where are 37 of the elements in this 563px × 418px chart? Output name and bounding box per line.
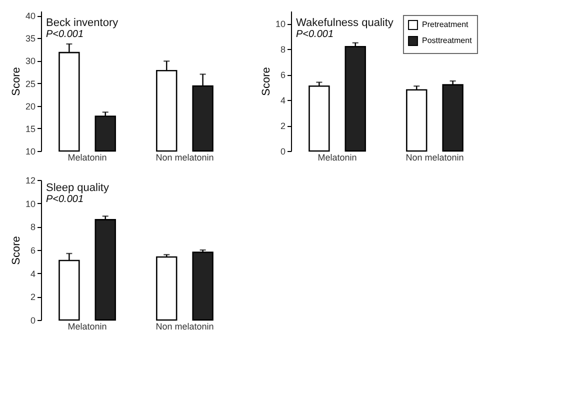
y-tick-label: 20 (25, 101, 36, 112)
annotation: P<0.001 (296, 29, 334, 40)
y-axis-title: Score (10, 236, 22, 265)
y-tick-label: 40 (25, 11, 36, 22)
y-tick-label: 2 (280, 121, 286, 132)
annotation: P<0.001 (46, 29, 84, 40)
x-tick-label: Melatonin (68, 322, 107, 332)
legend-label: Pretreatment (422, 20, 470, 29)
chart-title: Sleep quality (46, 182, 110, 194)
x-tick-label: Non melatonin (406, 152, 464, 162)
y-tick-label: 10 (275, 19, 286, 30)
y-tick-label: 30 (25, 56, 36, 66)
y-tick-label: 6 (30, 246, 36, 256)
y-tick-label: 6 (280, 70, 286, 80)
y-tick-label: 35 (25, 34, 36, 44)
text: Beck inventory (46, 17, 119, 29)
y-tick-label: 4 (280, 96, 286, 106)
y-tick-label: 4 (30, 268, 36, 279)
y-tick-label: 15 (25, 124, 36, 134)
y-tick-label: 10 (25, 198, 36, 209)
y-tick-label: 8 (280, 44, 286, 55)
x-tick-label: Melatonin (68, 152, 107, 162)
annotation: P<0.001 (46, 194, 84, 205)
legend-label: Posttreatment (422, 36, 473, 45)
y-tick-label: 0 (30, 316, 36, 326)
y-tick-label: 12 (25, 176, 36, 186)
x-tick-label: Non melatonin (156, 322, 214, 332)
x-tick-label: Non melatonin (156, 152, 214, 162)
y-axis-title: Score (260, 67, 272, 96)
y-tick-label: 0 (280, 146, 286, 156)
x-tick-label: Melatonin (318, 152, 357, 162)
y-tick-label: 8 (30, 222, 36, 232)
y-tick-label: 2 (30, 292, 36, 302)
y-tick-label: 25 (25, 78, 36, 89)
y-tick-label: 10 (25, 146, 36, 156)
y-axis-title: Score (10, 67, 22, 96)
text: Wakefulness quality (296, 17, 394, 29)
